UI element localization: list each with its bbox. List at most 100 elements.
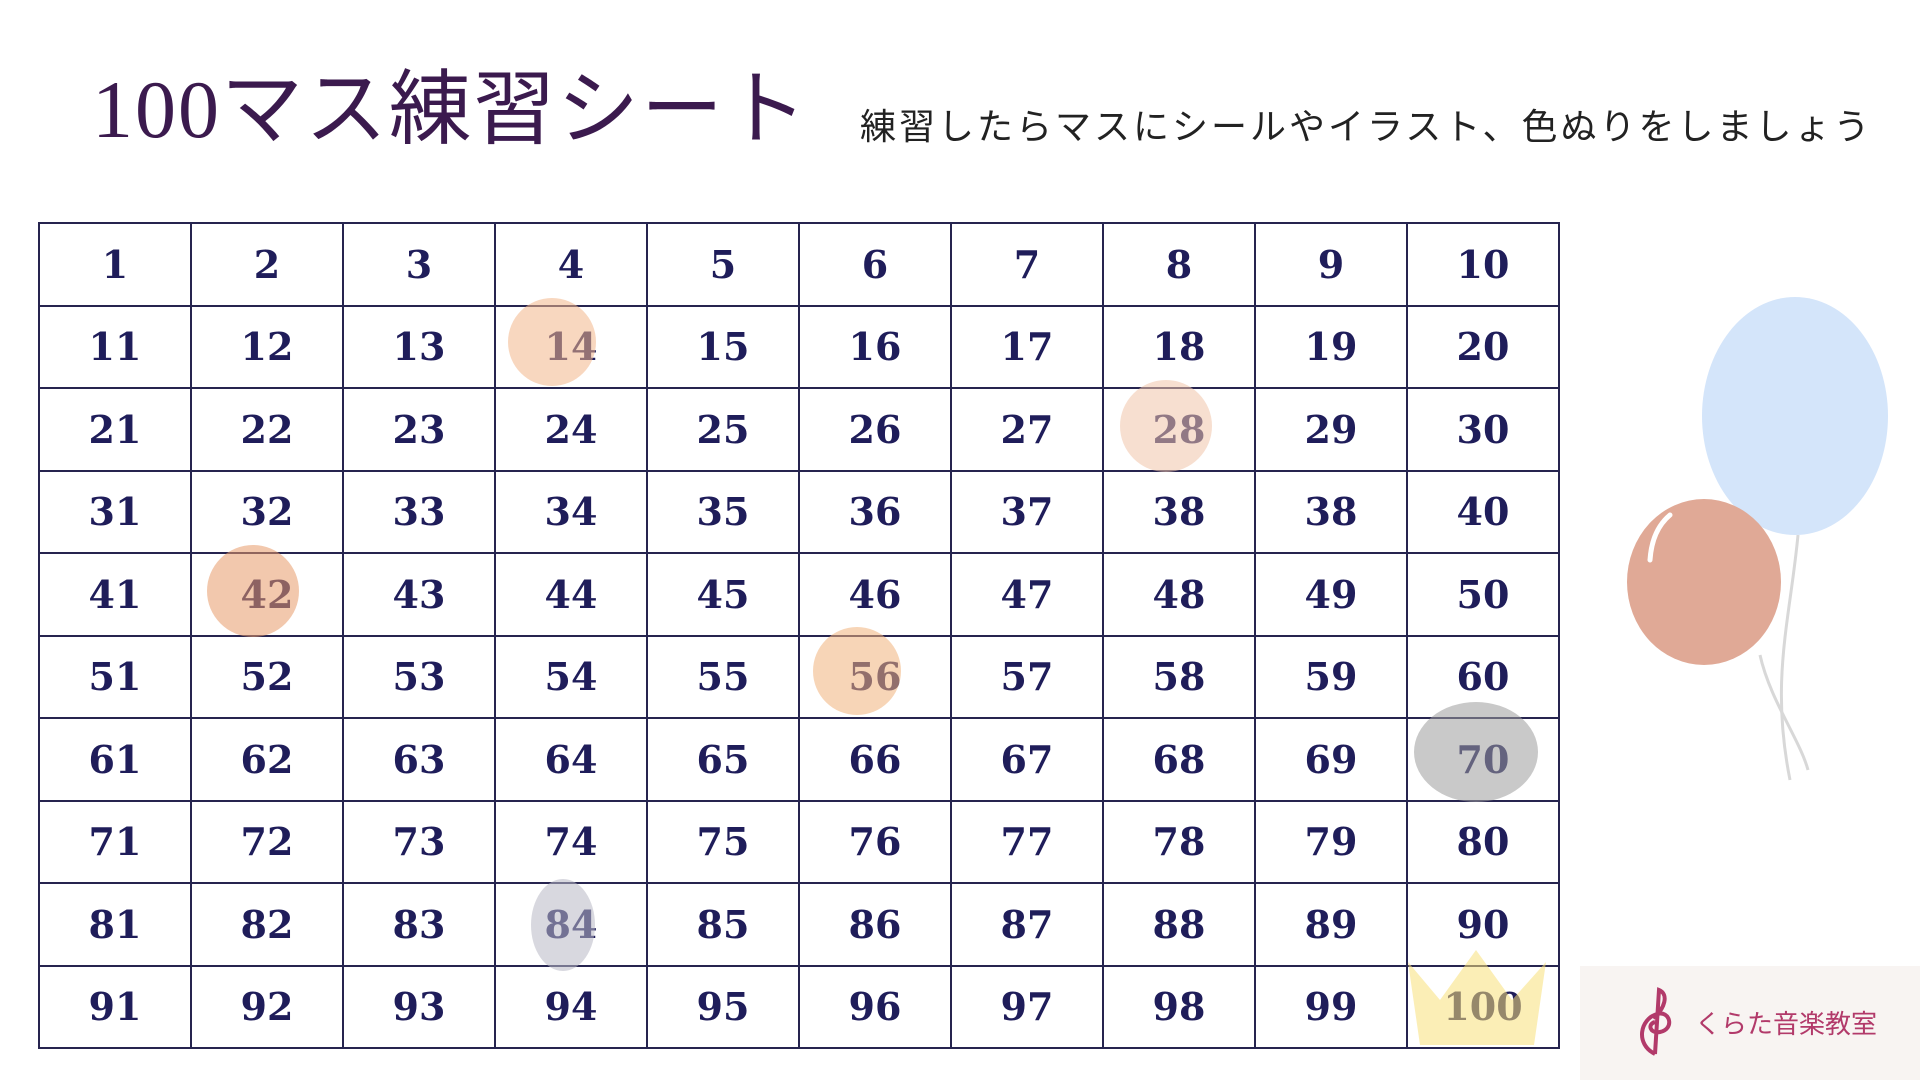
grid-cell: 60 [1406,634,1560,719]
grid-row: 1 2 3 4 5 6 7 8 9 10 [38,222,1560,307]
grid-cell: 26 [798,387,952,472]
grid-row: 81 82 83 84 85 86 87 88 89 90 [38,882,1560,967]
grid-cell: 34 [494,469,648,554]
grid-cell: 84 [494,882,648,967]
grid-cell: 77 [950,799,1104,884]
grid-row: 51 52 53 54 55 56 57 58 59 60 [38,634,1560,719]
grid-cell: 79 [1254,799,1408,884]
grid-cell: 96 [798,964,952,1049]
grid-cell: 73 [342,799,496,884]
grid-row: 91 92 93 94 95 96 97 98 99 100 [38,964,1560,1049]
grid-cell: 52 [190,634,344,719]
grid-cell: 12 [190,304,344,389]
grid-cell: 55 [646,634,800,719]
grid-cell: 99 [1254,964,1408,1049]
grid-cell: 81 [38,882,192,967]
grid-cell: 32 [190,469,344,554]
grid-cell: 67 [950,717,1104,802]
grid-cell: 31 [38,469,192,554]
grid-cell: 98 [1102,964,1256,1049]
grid-cell: 76 [798,799,952,884]
grid-cell: 1 [38,222,192,307]
grid-cell: 6 [798,222,952,307]
grid-cell: 17 [950,304,1104,389]
grid-cell: 59 [1254,634,1408,719]
grid-cell: 78 [1102,799,1256,884]
grid-cell: 95 [646,964,800,1049]
grid-row: 61 62 63 64 65 66 67 68 69 70 [38,717,1560,802]
grid-cell: 2 [190,222,344,307]
grid-cell: 30 [1406,387,1560,472]
grid-cell: 61 [38,717,192,802]
grid-cell: 29 [1254,387,1408,472]
grid-cell: 54 [494,634,648,719]
subtitle: 練習したらマスにシールやイラスト、色ぬりをしましょう [860,107,1873,148]
grid-row: 21 22 23 24 25 26 27 28 29 30 [38,387,1560,472]
grid-cell: 86 [798,882,952,967]
grid-row: 11 12 13 14 15 16 17 18 19 20 [38,304,1560,389]
grid-cell: 89 [1254,882,1408,967]
grid-cell: 27 [950,387,1104,472]
grid-cell: 7 [950,222,1104,307]
grid-cell: 40 [1406,469,1560,554]
grid-cell: 3 [342,222,496,307]
grid-cell: 62 [190,717,344,802]
grid-cell: 91 [38,964,192,1049]
grid-cell: 38 [1102,469,1256,554]
grid-cell: 58 [1102,634,1256,719]
grid-cell: 88 [1102,882,1256,967]
grid-cell: 75 [646,799,800,884]
grid-cell: 4 [494,222,648,307]
grid-cell: 94 [494,964,648,1049]
grid-cell: 35 [646,469,800,554]
grid-cell: 70 [1406,717,1560,802]
grid-cell: 83 [342,882,496,967]
grid-cell: 80 [1406,799,1560,884]
grid-cell: 100 [1406,964,1560,1049]
title: 100マス練習シート [92,64,810,155]
grid-cell: 74 [494,799,648,884]
grid-cell: 14 [494,304,648,389]
grid-cell: 92 [190,964,344,1049]
grid-cell: 33 [342,469,496,554]
grid-cell: 66 [798,717,952,802]
grid-cell: 85 [646,882,800,967]
grid-cell: 82 [190,882,344,967]
logo-icon [1640,987,1672,1056]
grid-cell: 90 [1406,882,1560,967]
grid-cell: 48 [1102,552,1256,637]
grid-row: 31 32 33 34 35 36 37 38 38 40 [38,469,1560,554]
grid-row: 71 72 73 74 75 76 77 78 79 80 [38,799,1560,884]
grid-cell: 93 [342,964,496,1049]
grid-cell: 41 [38,552,192,637]
grid-cell: 5 [646,222,800,307]
grid-cell: 44 [494,552,648,637]
practice-grid: 1 2 3 4 5 6 7 8 9 10 11 12 13 14 15 16 17 18 19 20 21 22 23 24 2… [38,222,1560,1049]
grid-cell: 97 [950,964,1104,1049]
grid-cell: 53 [342,634,496,719]
grid-cell: 50 [1406,552,1560,637]
grid-cell: 23 [342,387,496,472]
grid-cell: 46 [798,552,952,637]
grid-cell: 25 [646,387,800,472]
grid-cell: 68 [1102,717,1256,802]
grid-cell: 8 [1102,222,1256,307]
grid-cell: 18 [1102,304,1256,389]
grid-row: 41 42 43 44 45 46 47 48 49 50 [38,552,1560,637]
grid-cell: 24 [494,387,648,472]
grid-cell: 87 [950,882,1104,967]
grid-cell: 57 [950,634,1104,719]
grid-cell: 9 [1254,222,1408,307]
grid-cell: 37 [950,469,1104,554]
grid-cell: 15 [646,304,800,389]
grid-cell: 51 [38,634,192,719]
logo-text: くらた音楽教室 [1695,1010,1878,1040]
grid-cell: 38 [1254,469,1408,554]
logo: くらた音楽教室 [1580,966,1920,1080]
grid-cell: 49 [1254,552,1408,637]
grid-cell: 36 [798,469,952,554]
grid-cell: 28 [1102,387,1256,472]
grid-cell: 63 [342,717,496,802]
grid-cell: 56 [798,634,952,719]
